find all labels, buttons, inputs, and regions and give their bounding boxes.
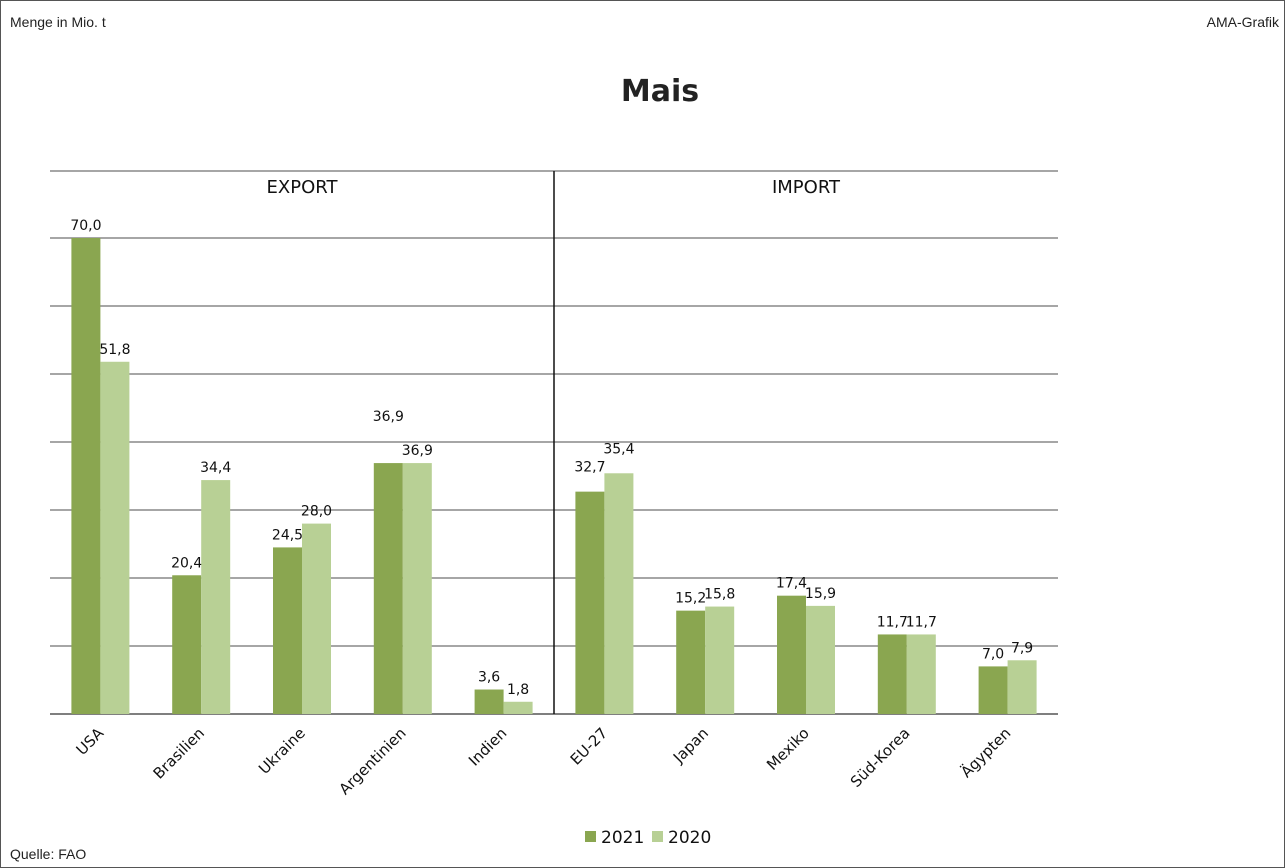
bar-2021 [172, 575, 202, 714]
bar-2020 [503, 701, 533, 714]
data-label: 11,7 [877, 614, 908, 630]
legend-label-2021: 2021 [601, 828, 644, 848]
unit-label: Menge in Mio. t [10, 14, 106, 30]
bar-2020 [604, 473, 634, 714]
bar-2021 [777, 595, 806, 714]
category-label: Brasilien [150, 724, 208, 782]
bar-2021 [575, 491, 605, 714]
category-label: Indien [465, 724, 511, 770]
data-label: 35,4 [603, 441, 634, 457]
data-label: 7,9 [1011, 640, 1033, 656]
data-label: 17,4 [776, 576, 807, 592]
bar-2021 [676, 610, 706, 714]
category-label: Argentinien [335, 724, 409, 798]
bar-2020 [402, 463, 432, 714]
category-label: Ägypten [957, 723, 1015, 781]
data-label: 20,4 [171, 555, 202, 571]
bar-2020 [201, 480, 231, 714]
data-label: 15,2 [675, 591, 706, 607]
bar-2020 [302, 523, 331, 714]
data-label: 36,9 [402, 443, 433, 459]
category-label: EU-27 [567, 724, 612, 769]
brand-label: AMA-Grafik [1206, 14, 1279, 30]
chart-title: Mais [620, 74, 700, 109]
legend-swatch-2021 [585, 831, 596, 842]
data-label: 7,0 [982, 646, 1004, 662]
data-label: 24,5 [272, 527, 303, 543]
data-label: 15,9 [805, 586, 836, 602]
data-label: 28,0 [301, 504, 332, 520]
bar-2021 [71, 238, 101, 714]
bar-2020 [806, 605, 835, 714]
data-label: 51,8 [99, 342, 130, 358]
bar-2020 [100, 361, 130, 714]
category-label: Japan [669, 724, 712, 767]
data-label: 11,7 [906, 614, 937, 630]
bar-2020 [1007, 660, 1037, 714]
category-label: USA [73, 724, 108, 759]
data-label: 70,0 [70, 218, 101, 234]
category-label: Ukraine [255, 724, 309, 778]
data-label: 1,8 [507, 682, 529, 698]
legend-label-2020: 2020 [668, 828, 711, 848]
bar-2021 [474, 689, 504, 714]
bar-2021 [373, 463, 403, 714]
legend-swatch-2020 [652, 831, 663, 842]
category-label: Süd-Korea [847, 724, 914, 791]
section-label-export: EXPORT [267, 177, 339, 198]
bar-2020 [906, 634, 936, 714]
bar-2021 [273, 547, 302, 714]
bar-2021 [877, 634, 907, 714]
category-label: Mexiko [763, 724, 813, 774]
source-note: Quelle: FAO [10, 846, 87, 862]
section-label-import: IMPORT [772, 177, 841, 198]
data-label: 15,8 [704, 587, 735, 603]
data-label: 36,9 [373, 409, 404, 425]
data-label: 34,4 [200, 460, 231, 476]
data-label: 3,6 [478, 670, 500, 686]
data-label: 32,7 [574, 460, 605, 476]
bar-2020 [705, 606, 735, 714]
bar-2021 [978, 666, 1008, 714]
